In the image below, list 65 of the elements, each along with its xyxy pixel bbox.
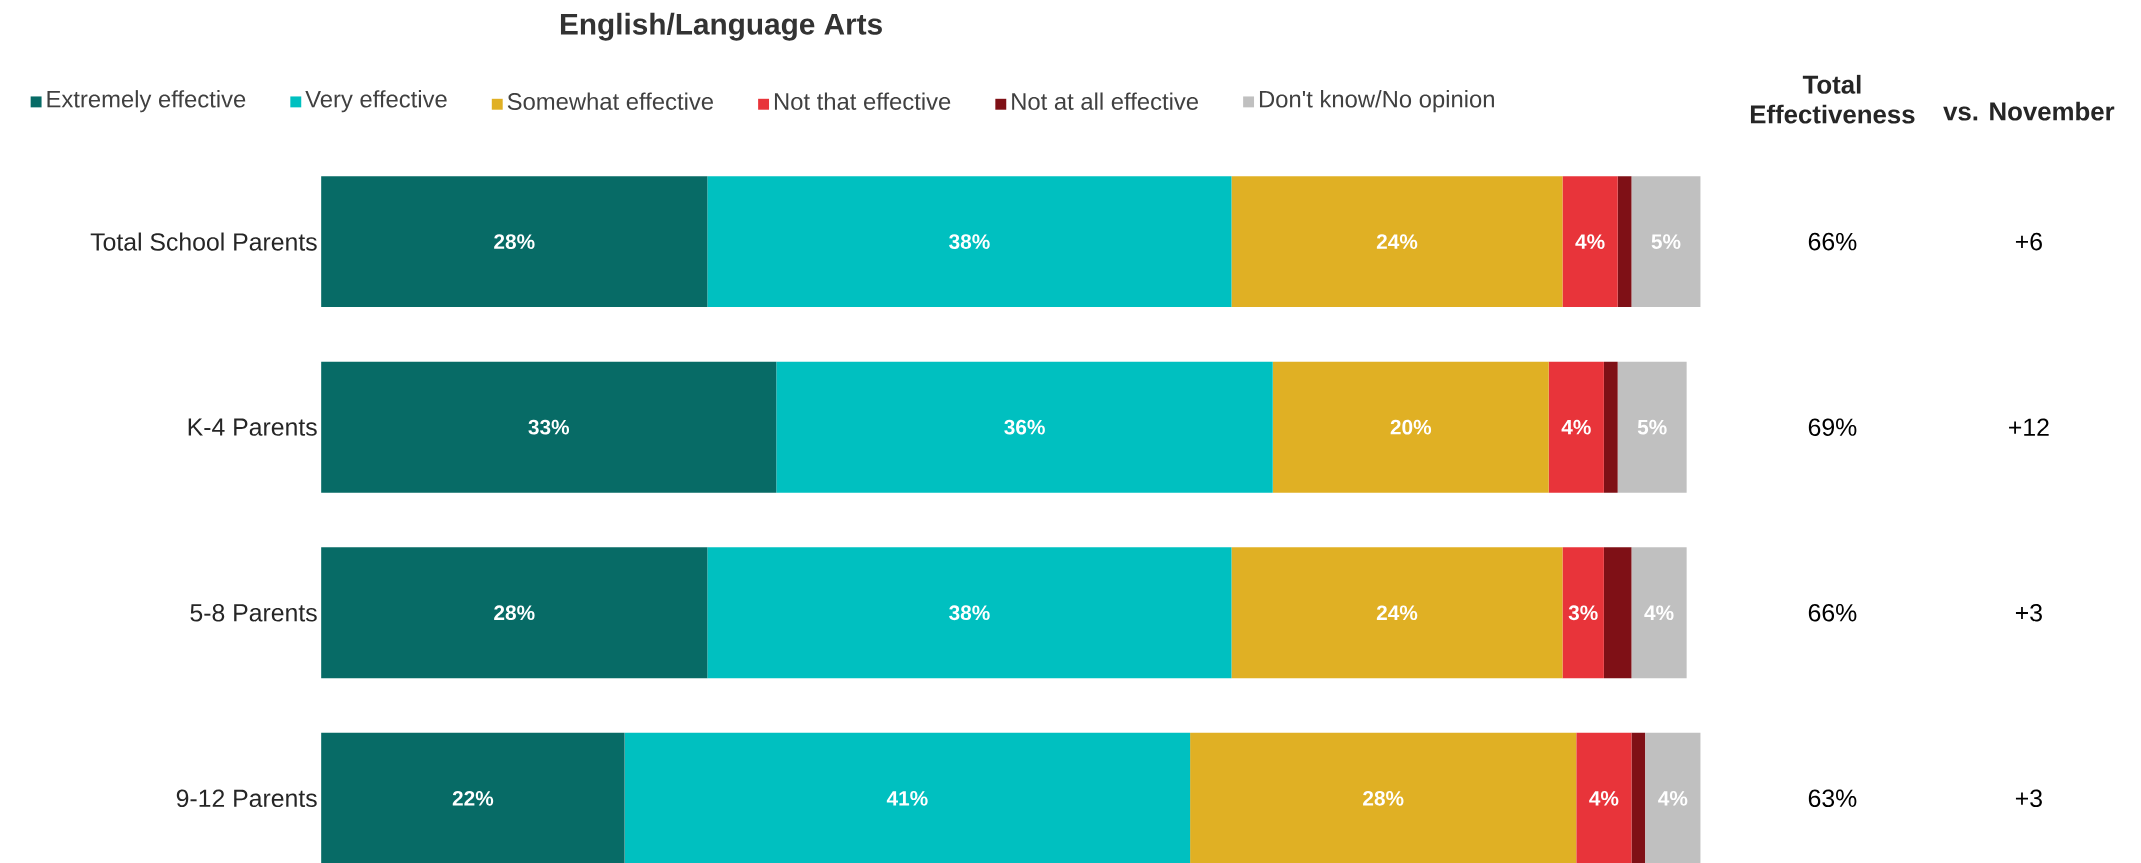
- bar: [1603, 361, 1618, 493]
- data-label: 28%: [1363, 790, 1404, 806]
- y-tick-label: K-4 Parents: [188, 418, 317, 436]
- y-tick-label: 9-12 Parents: [176, 789, 317, 807]
- bar: [1562, 547, 1604, 679]
- bar: [321, 361, 777, 493]
- bar: [1576, 732, 1632, 863]
- data-label: 4%: [1644, 605, 1674, 620]
- text: 66%: [1808, 603, 1857, 622]
- bar: [321, 176, 708, 307]
- data-label: 28%: [494, 234, 535, 249]
- bar: [1231, 547, 1563, 679]
- data-label: 20%: [1390, 419, 1432, 435]
- y-tick-label: 5-8 Parents: [190, 603, 317, 622]
- bar: [1190, 732, 1577, 863]
- text: +6: [2015, 232, 2042, 251]
- text: 66%: [1808, 232, 1857, 251]
- bar: [707, 176, 1232, 307]
- data-label: 41%: [886, 790, 928, 806]
- data-label: 22%: [452, 790, 494, 806]
- data-label: 38%: [949, 605, 990, 621]
- bar: [1645, 732, 1701, 863]
- bar: [1631, 547, 1687, 679]
- legend-label: Very effective: [305, 89, 447, 113]
- data-label: 4%: [1575, 234, 1605, 249]
- text: Total Effectiveness: [1750, 74, 1915, 124]
- legend-label: Don't know/No opinion: [1259, 89, 1494, 113]
- legend-label: Not at all effective: [1012, 92, 1199, 110]
- chart-title: English/Language Arts: [560, 12, 882, 41]
- text: 63%: [1808, 789, 1857, 807]
- data-label: 38%: [949, 234, 990, 249]
- legend-label: Somewhat effective: [507, 92, 713, 110]
- bar: [1548, 361, 1604, 493]
- data-label: 4%: [1658, 790, 1688, 806]
- y-tick-label: Total School Parents: [90, 232, 317, 251]
- data-label: 24%: [1376, 234, 1418, 249]
- bar: [1562, 176, 1618, 307]
- bar: [1631, 176, 1701, 307]
- legend-label: Extremely effective: [47, 89, 246, 113]
- data-label: 4%: [1561, 419, 1591, 435]
- bar: [321, 732, 625, 863]
- data-label: 36%: [1004, 419, 1045, 435]
- data-label: 28%: [494, 605, 535, 620]
- bar: [624, 732, 1191, 863]
- bar: [776, 361, 1273, 493]
- text: 69%: [1808, 418, 1857, 436]
- data-label: 5%: [1651, 234, 1681, 249]
- text: vs. November: [1943, 101, 2115, 121]
- legend-label: Not that effective: [774, 92, 951, 110]
- bar: [1231, 176, 1563, 307]
- data-label: 4%: [1589, 790, 1619, 806]
- bar: [707, 547, 1232, 679]
- data-label: 24%: [1376, 605, 1418, 620]
- text: +3: [2015, 603, 2042, 622]
- bar: [321, 547, 708, 679]
- bar: [1603, 547, 1632, 679]
- data-label: 5%: [1637, 419, 1667, 435]
- bar: [1617, 361, 1687, 493]
- data-label: 3%: [1568, 605, 1598, 621]
- bar: [1631, 732, 1646, 863]
- data-label: 33%: [528, 419, 570, 435]
- bar: [1272, 361, 1549, 493]
- text: +12: [2009, 418, 2049, 436]
- bar: [1617, 176, 1632, 307]
- text: +3: [2015, 789, 2042, 807]
